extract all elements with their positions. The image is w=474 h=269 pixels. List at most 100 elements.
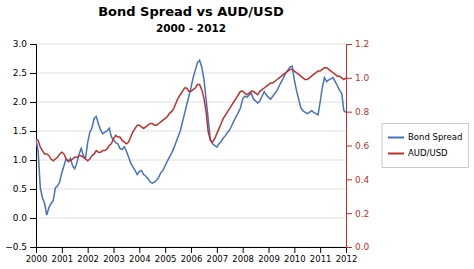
y2-tick-mark — [346, 213, 352, 214]
y2-tick: 0.2 — [346, 209, 369, 219]
x-tick-mark — [320, 247, 321, 253]
x-tick-label: 2004 — [129, 254, 151, 264]
x-tick: 2000 — [26, 247, 48, 264]
y2-tick-label: 0.2 — [355, 209, 369, 219]
chart: 2000 20012002 2003 2004 2005 2006 20072008 2009… — [0, 0, 474, 269]
y-tick-mark — [30, 73, 36, 74]
x-tick: 2002 — [77, 247, 99, 264]
y2-tick-mark — [346, 146, 352, 147]
y2-tick: 0.8 — [346, 107, 370, 117]
x-axis: 2000 20012002 2003 2004 2005 2006 20072008 2009… — [26, 247, 358, 264]
y2-tick-mark — [346, 179, 352, 180]
y2-tick-label: 0.0 — [355, 242, 370, 252]
y-tick-mark — [30, 247, 36, 248]
lines — [36, 60, 346, 215]
y-tick-mark — [30, 160, 36, 161]
x-tick: 2008 — [232, 247, 254, 264]
y2-tick: 1.2 — [346, 39, 369, 49]
legend-label: Bond Spread — [408, 132, 462, 142]
y-tick-label: 2.5 — [13, 68, 27, 78]
y2-tick: 1.0 — [346, 73, 370, 83]
y-tick: 2.0 — [13, 97, 36, 107]
y2-tick-label: 0.6 — [355, 141, 370, 151]
y-tick-label: −0.5 — [5, 242, 27, 252]
y2-tick-label: 1.2 — [355, 39, 369, 49]
legend-swatch — [388, 137, 404, 139]
series-line — [36, 60, 346, 215]
y-tick: 1.0 — [13, 155, 36, 165]
legend: Bond Spread AUD/USD — [382, 124, 468, 168]
y-tick-label: 0.5 — [13, 184, 27, 194]
x-tick-label: 2003 — [103, 254, 125, 264]
grid-line — [36, 44, 346, 45]
y-tick-mark — [30, 44, 36, 45]
grid-line — [36, 160, 346, 161]
y-tick: 3.0 — [13, 39, 36, 49]
subtitle: 2000 - 2012 — [156, 22, 226, 34]
x-tick-label: 2012 — [336, 254, 358, 264]
plot-area: 2000 20012002 2003 2004 2005 2006 20072008 2009… — [5, 39, 369, 264]
grid-line — [36, 131, 346, 132]
x-tick: 2003 — [103, 247, 125, 264]
x-tick: 2005 — [155, 247, 177, 264]
y2-tick-label: 0.8 — [355, 107, 370, 117]
grid — [36, 44, 346, 247]
y2-tick-mark — [346, 78, 352, 79]
y2-axis: 0.0 0.2 0.4 0.6 0.8 1.0 1.2 — [346, 39, 370, 252]
x-tick: 2001 — [52, 247, 74, 264]
y2-tick: 0.0 — [346, 242, 370, 252]
y2-tick-label: 0.4 — [355, 175, 370, 185]
x-tick: 2010 — [284, 247, 306, 264]
y-tick-label: 3.0 — [13, 39, 28, 49]
grid-line — [36, 73, 346, 74]
x-tick-mark — [243, 247, 244, 253]
x-tick-label: 2005 — [155, 254, 177, 264]
x-tick-mark — [139, 247, 140, 253]
y-axis-line — [30, 45, 37, 248]
y2-tick-mark — [346, 44, 352, 45]
title: Bond Spread vs AUD/USD — [98, 4, 284, 19]
y-tick-mark — [30, 189, 36, 190]
x-tick-label: 2010 — [284, 254, 306, 264]
x-tick-label: 2000 — [26, 254, 48, 264]
y-tick: 0.5 — [13, 184, 36, 194]
y2-tick-mark — [346, 247, 352, 248]
x-tick-label: 2009 — [258, 254, 280, 264]
x-tick-mark — [269, 247, 270, 253]
legend-swatch — [388, 153, 404, 155]
y-tick-mark — [30, 131, 36, 132]
x-tick: 2004 — [129, 247, 151, 264]
y2-tick: 0.4 — [346, 175, 370, 185]
y-tick-mark — [30, 102, 36, 103]
y-tick: 0.0 — [13, 213, 36, 223]
x-tick-mark — [62, 247, 63, 253]
x-tick: 2007 — [207, 247, 229, 264]
y-tick: −0.5 — [5, 242, 36, 252]
x-tick: 2011 — [310, 247, 332, 264]
x-tick-label: 2002 — [77, 254, 99, 264]
y-tick-label: 0.0 — [13, 213, 28, 223]
x-axis-line — [37, 248, 347, 254]
y-tick-label: 2.0 — [13, 97, 28, 107]
x-tick-label: 2001 — [52, 254, 74, 264]
y2-axis-line — [347, 45, 353, 248]
x-tick-label: 2011 — [310, 254, 332, 264]
x-tick-label: 2008 — [232, 254, 254, 264]
y-tick-label: 1.0 — [13, 155, 28, 165]
legend-label: AUD/USD — [408, 148, 448, 158]
series-line — [36, 68, 346, 161]
grid-line — [36, 218, 346, 219]
grid-line — [36, 189, 346, 190]
y2-tick-label: 1.0 — [355, 73, 370, 83]
y-tick: 2.5 — [13, 68, 36, 78]
x-tick-mark — [88, 247, 89, 253]
x-tick-mark — [165, 247, 166, 253]
x-tick-label: 2007 — [207, 254, 229, 264]
y2-tick: 0.6 — [346, 141, 370, 151]
y-tick-label: 1.5 — [13, 126, 27, 136]
y2-tick-mark — [346, 112, 352, 113]
x-tick-mark — [294, 247, 295, 253]
x-tick-label: 2006 — [181, 254, 203, 264]
y-tick-mark — [30, 218, 36, 219]
x-tick-mark — [191, 247, 192, 253]
